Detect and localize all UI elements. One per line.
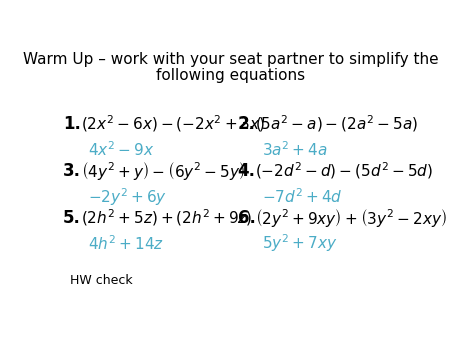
Text: $\left(2h^2 + 5z\right) + \left(2h^2 + 9z\right)$: $\left(2h^2 + 5z\right) + \left(2h^2 + 9… [81,207,252,228]
Text: $\left(-2d^2 - d\right) - \left(5d^2 - 5d\right)$: $\left(-2d^2 - d\right) - \left(5d^2 - 5… [255,160,433,181]
Text: HW check: HW check [70,273,133,287]
Text: $\left(2x^2 - 6x\right) - \left(-2x^2 + 3x\right)$: $\left(2x^2 - 6x\right) - \left(-2x^2 + … [81,114,265,134]
Text: $-7d^2 + 4d$: $-7d^2 + 4d$ [262,187,343,206]
Text: 4.: 4. [238,162,256,180]
Text: 3.: 3. [63,162,81,180]
Text: 2.: 2. [238,115,256,133]
Text: $\left(2y^2 + 9xy\right) + \left(3y^2 - 2xy\right)$: $\left(2y^2 + 9xy\right) + \left(3y^2 - … [255,207,447,228]
Text: 6.: 6. [238,209,256,226]
Text: Warm Up – work with your seat partner to simplify the: Warm Up – work with your seat partner to… [23,52,438,67]
Text: $\left(4y^2 + y\right) - \left(6y^2 - 5y\right)$: $\left(4y^2 + y\right) - \left(6y^2 - 5y… [81,160,245,182]
Text: $4h^2 + 14z$: $4h^2 + 14z$ [88,234,164,253]
Text: $5y^2 + 7xy$: $5y^2 + 7xy$ [262,233,338,255]
Text: $\left(5a^2 - a\right) - \left(2a^2 - 5a\right)$: $\left(5a^2 - a\right) - \left(2a^2 - 5a… [255,114,418,134]
Text: $-2y^2 + 6y$: $-2y^2 + 6y$ [88,186,167,208]
Text: 1.: 1. [63,115,81,133]
Text: 5.: 5. [63,209,81,226]
Text: $3a^2 + 4a$: $3a^2 + 4a$ [262,141,328,159]
Text: following equations: following equations [156,68,305,83]
Text: $4x^2 - 9x$: $4x^2 - 9x$ [88,141,154,159]
